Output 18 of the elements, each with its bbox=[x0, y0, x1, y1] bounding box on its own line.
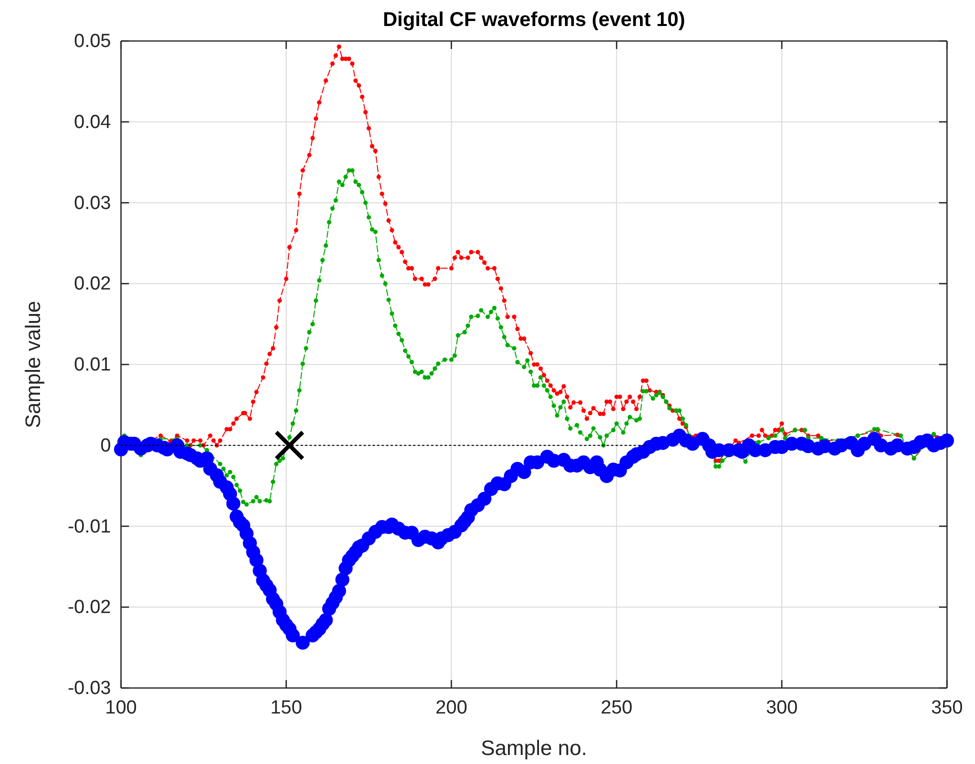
x-axis-title: Sample no. bbox=[480, 737, 588, 760]
x-tick-label: 200 bbox=[436, 697, 468, 718]
y-tick-label: -0.03 bbox=[68, 678, 111, 700]
y-tick-label: 0.02 bbox=[74, 274, 111, 295]
y-tick-label: 0.04 bbox=[74, 112, 112, 133]
x-tick-label: 300 bbox=[766, 697, 798, 718]
y-tick-label: -0.02 bbox=[68, 597, 111, 618]
y-tick-label: 0.05 bbox=[74, 31, 111, 52]
x-tick-label: 350 bbox=[931, 697, 963, 718]
x-tick-label: 100 bbox=[105, 697, 137, 718]
x-tick-label: 150 bbox=[270, 697, 302, 718]
y-tick-label: 0.01 bbox=[74, 354, 111, 376]
y-tick-label: -0.01 bbox=[68, 516, 111, 538]
y-axis-title: Sample value bbox=[22, 300, 45, 428]
y-tick-label: 0 bbox=[100, 435, 111, 456]
x-tick-label: 250 bbox=[600, 697, 632, 718]
y-tick-label: 0.03 bbox=[74, 192, 111, 214]
chart-title: Digital CF waveforms (event 10) bbox=[382, 9, 686, 31]
